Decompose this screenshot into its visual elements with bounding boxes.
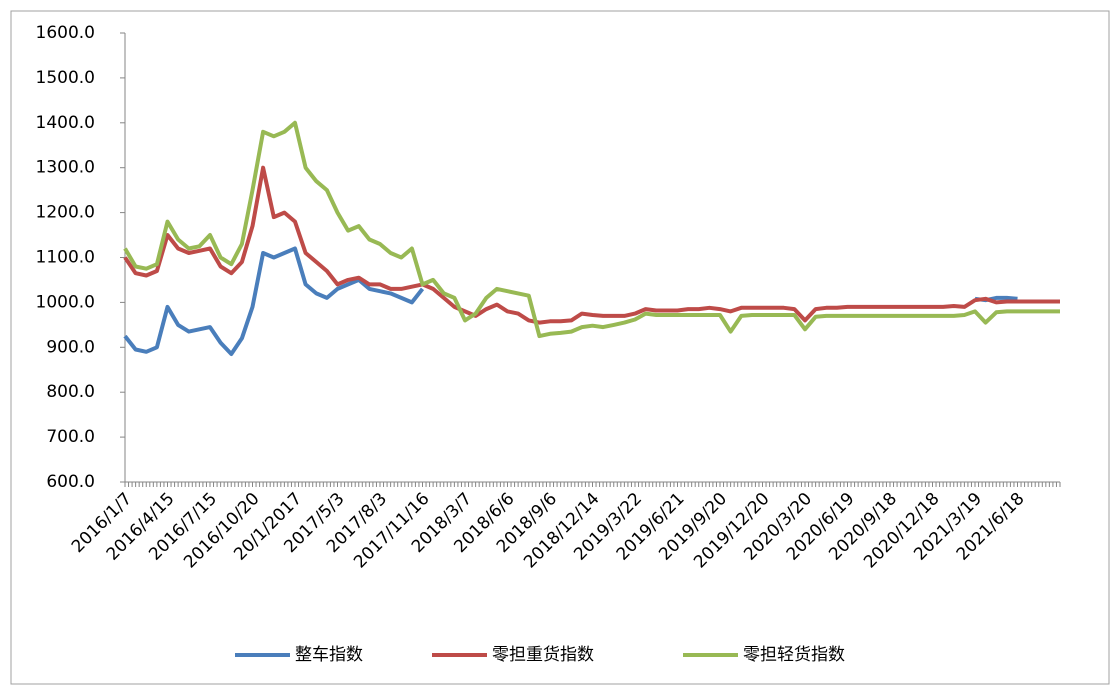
y-tick-label: 800.0 [46, 382, 95, 402]
y-tick-label: 1500.0 [36, 68, 95, 88]
legend-label: 零担轻货指数 [743, 645, 845, 665]
y-tick-label: 700.0 [46, 427, 95, 447]
legend-label: 零担重货指数 [492, 645, 594, 665]
chart-frame [10, 10, 1110, 685]
y-tick-label: 1400.0 [36, 113, 95, 133]
y-tick-label: 1200.0 [36, 203, 95, 223]
series-line [123, 165, 1060, 325]
y-tick-label: 600.0 [46, 472, 95, 492]
legend-label: 整车指数 [295, 645, 363, 665]
y-tick-label: 1300.0 [36, 158, 95, 178]
y-tick-label: 1100.0 [36, 248, 95, 268]
series-line [123, 120, 1060, 339]
y-tick-label: 1600.0 [36, 23, 95, 43]
y-tick-label: 900.0 [46, 337, 95, 357]
y-tick-label: 1000.0 [36, 292, 95, 312]
